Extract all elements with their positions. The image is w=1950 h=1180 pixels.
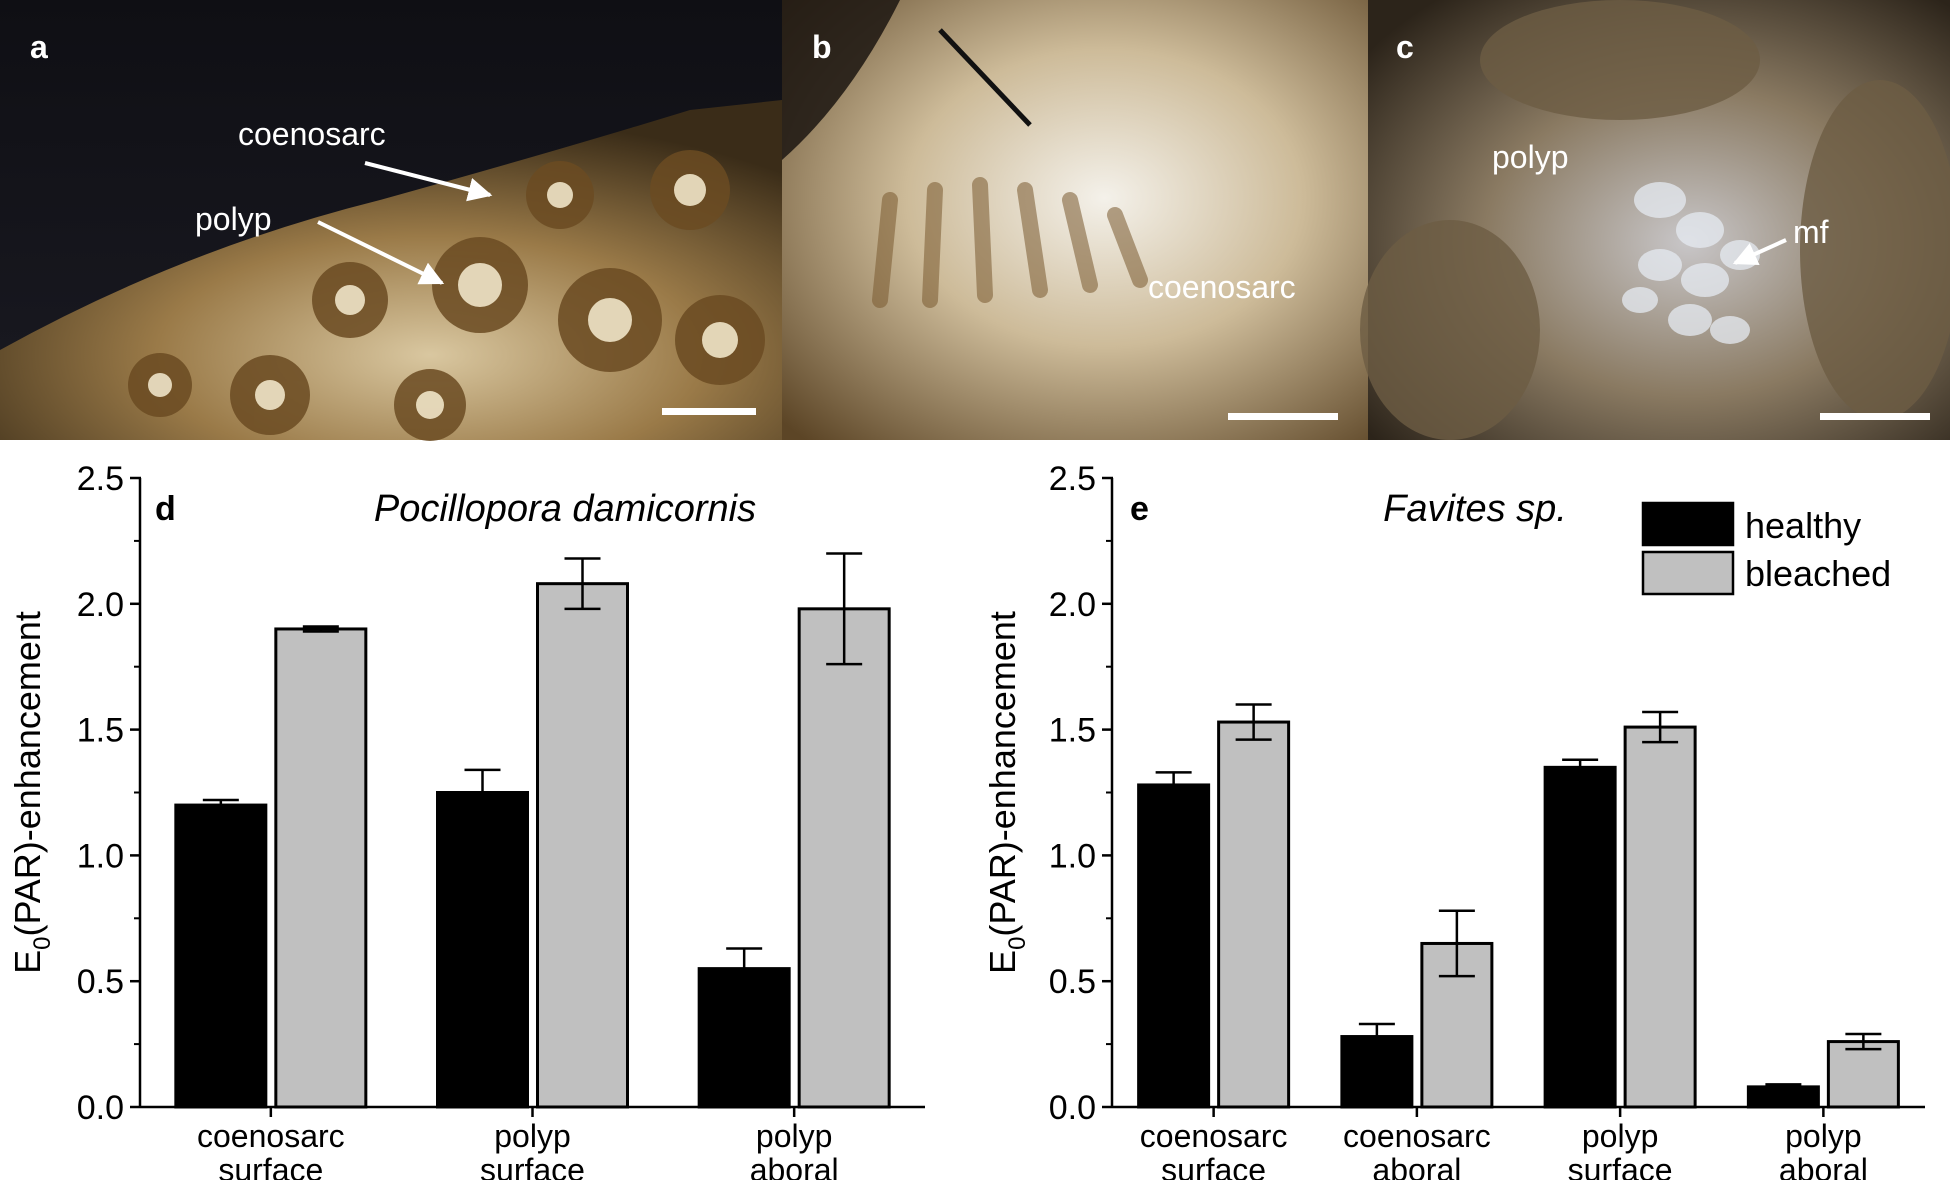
bar-bleached (536, 582, 629, 1109)
x-tick-label: surface (218, 1152, 323, 1180)
photo-b-label-coenosarc: coenosarc (1148, 269, 1296, 305)
x-tick-label: surface (1161, 1152, 1266, 1180)
panel-letter-e: e (1130, 490, 1149, 528)
panel-letter-d: d (155, 490, 176, 528)
photo-a-label-polyp: polyp (195, 201, 272, 237)
scale-bar-a (662, 408, 756, 415)
x-tick-label: coenosarc (1140, 1118, 1288, 1154)
legend: healthy bleached (1641, 501, 1891, 596)
x-tick-label: polyp (1785, 1118, 1862, 1154)
bar-bleached (1217, 720, 1291, 1109)
photo-b-letter: b (812, 29, 832, 65)
photo-c-label-mf: mf (1793, 214, 1829, 250)
probe-tip (938, 28, 1032, 127)
x-tick-label: aboral (1779, 1152, 1868, 1180)
y-tick-label: 0.0 (1049, 1089, 1096, 1127)
bar-bleached (1826, 1040, 1900, 1109)
arrow-polyp-a (317, 220, 445, 285)
y-tick-label: 2.5 (1049, 460, 1096, 498)
y-tick-label: 1.5 (1049, 712, 1096, 750)
y-axis-label: E0(PAR)-enhancement (7, 611, 56, 974)
scale-bar-b (1228, 413, 1338, 420)
x-tick-label: surface (1568, 1152, 1673, 1180)
legend-swatch-healthy (1641, 501, 1735, 547)
chart-title-e: Favites sp. (1383, 488, 1567, 530)
bar-bleached (797, 607, 891, 1109)
bar-healthy (1543, 765, 1617, 1109)
bar-healthy (174, 803, 268, 1109)
y-tick-label: 0.5 (77, 963, 124, 1001)
photo-panel-a: a coenosarc polyp (0, 0, 782, 441)
scale-bar-c (1820, 413, 1930, 420)
arrow-mf-c (1732, 238, 1787, 266)
x-tick-label: polyp (1582, 1118, 1659, 1154)
x-tick-label: aboral (1372, 1152, 1461, 1180)
photo-a-label-coenosarc: coenosarc (238, 116, 386, 152)
y-tick-label: 1.0 (1049, 837, 1096, 875)
legend-label-healthy: healthy (1745, 505, 1861, 546)
photo-c-label-polyp: polyp (1492, 139, 1569, 175)
x-tick-label: aboral (750, 1152, 839, 1180)
y-axis-label: E0(PAR)-enhancement (982, 611, 1031, 974)
photo-c-letter: c (1396, 29, 1414, 65)
y-tick-label: 0.0 (77, 1089, 124, 1127)
y-tick-label: 1.5 (77, 712, 124, 750)
y-tick-label: 2.0 (1049, 586, 1096, 624)
bar-bleached (1623, 725, 1697, 1109)
y-tick-label: 2.0 (77, 586, 124, 624)
chart-title-d: Pocillopora damicornis (374, 488, 756, 530)
x-tick-label: surface (480, 1152, 585, 1180)
legend-swatch-bleached (1641, 550, 1735, 596)
chart-panel-d: 0.00.51.01.52.02.5 coenosarcsurfacepolyp… (7, 460, 925, 1180)
x-tick-label: coenosarc (1343, 1118, 1491, 1154)
legend-label-bleached: bleached (1745, 553, 1891, 594)
chart-panel-e: 0.00.51.01.52.02.5 coenosarcsurfacecoeno… (982, 460, 1925, 1180)
photo-panel-c: c polyp mf (1360, 0, 1950, 440)
y-tick-label: 2.5 (77, 460, 124, 498)
bar-healthy (436, 791, 529, 1109)
photo-panel-b: b coenosarc (782, 0, 1368, 440)
photo-a-letter: a (30, 29, 48, 65)
x-tick-label: polyp (494, 1118, 571, 1154)
y-tick-label: 0.5 (1049, 963, 1096, 1001)
bar-bleached (274, 627, 368, 1109)
bar-healthy (1137, 783, 1211, 1109)
arrow-coenosarc-a (364, 161, 493, 202)
x-tick-label: coenosarc (197, 1118, 345, 1154)
y-tick-label: 1.0 (77, 837, 124, 875)
x-tick-label: polyp (756, 1118, 833, 1154)
